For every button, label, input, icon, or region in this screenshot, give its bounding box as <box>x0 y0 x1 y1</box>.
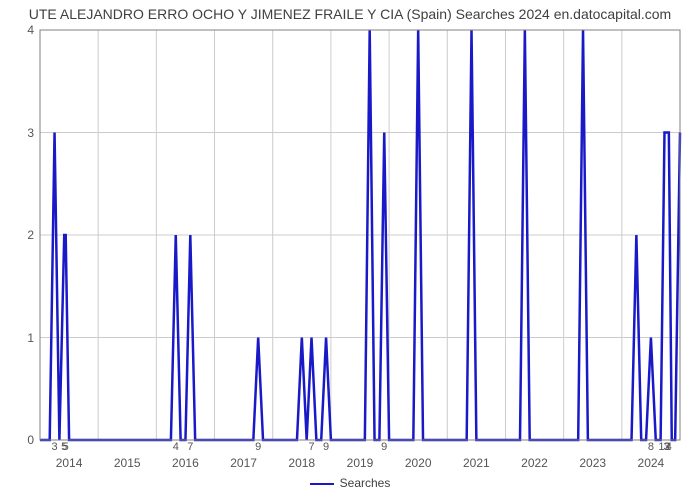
x-tick-label: 2021 <box>463 456 490 470</box>
x-tick-label: 2024 <box>638 456 665 470</box>
y-tick-label: 0 <box>27 433 34 447</box>
data-tip: 4 <box>173 441 179 453</box>
data-tip: 7 <box>187 441 193 453</box>
y-tick-label: 4 <box>27 23 34 37</box>
x-tick-label: 2016 <box>172 456 199 470</box>
chart-container: UTE ALEJANDRO ERRO OCHO Y JIMENEZ FRAILE… <box>0 0 700 500</box>
data-tip: 9 <box>255 441 261 453</box>
data-tip: 3 <box>51 441 57 453</box>
chart-legend: Searches <box>0 476 700 490</box>
chart-title: UTE ALEJANDRO ERRO OCHO Y JIMENEZ FRAILE… <box>0 6 700 22</box>
y-tick-label: 3 <box>27 126 34 140</box>
y-tick-label: 2 <box>27 228 34 242</box>
x-tick-label: 2019 <box>347 456 374 470</box>
x-tick-label: 2017 <box>230 456 257 470</box>
x-tick-label: 2014 <box>56 456 83 470</box>
x-tick-label: 2020 <box>405 456 432 470</box>
legend-label: Searches <box>340 476 391 490</box>
data-tip: 5 <box>63 441 69 453</box>
data-tip: 9 <box>323 441 329 453</box>
x-tick-label: 2023 <box>579 456 606 470</box>
x-tick-label: 2015 <box>114 456 141 470</box>
data-tip: 8 <box>648 441 654 453</box>
chart-svg <box>40 30 680 440</box>
data-tip: 9 <box>381 441 387 453</box>
y-tick-label: 1 <box>27 331 34 345</box>
x-tick-label: 2022 <box>521 456 548 470</box>
x-tick-label: 2018 <box>288 456 315 470</box>
data-tip: 7 <box>308 441 314 453</box>
legend-swatch <box>310 483 334 485</box>
data-tip: 4 <box>666 441 672 453</box>
chart-plot-area <box>40 30 680 440</box>
